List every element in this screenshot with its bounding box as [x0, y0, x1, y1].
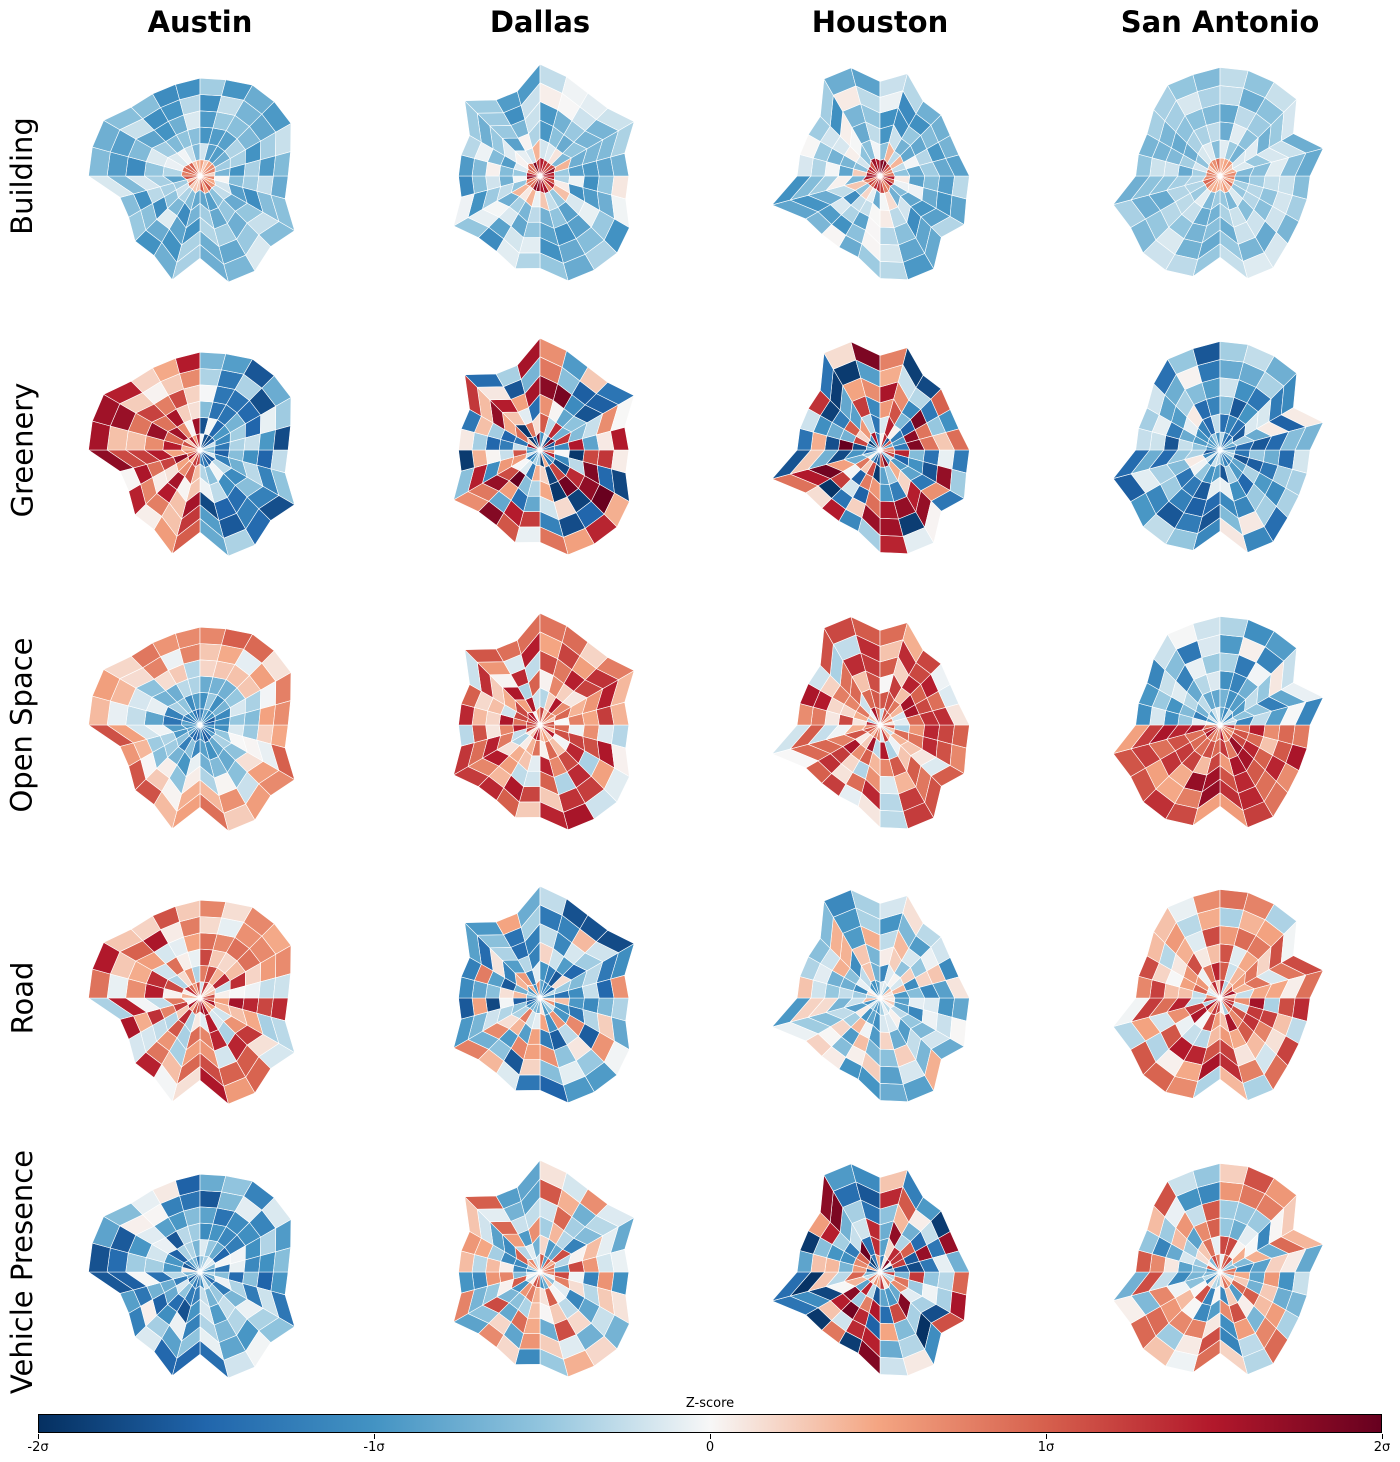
region [88, 968, 111, 999]
region [88, 1242, 111, 1273]
colorbar-tick-mark [1046, 1434, 1047, 1439]
region [1135, 1249, 1153, 1273]
region [945, 976, 970, 999]
region [1135, 427, 1153, 451]
region [945, 703, 970, 726]
map-dallas-building [415, 51, 665, 301]
region [1135, 975, 1153, 999]
region [1294, 421, 1324, 451]
region [879, 810, 909, 830]
region [471, 175, 488, 194]
map-austin-greenery [75, 325, 325, 575]
region [458, 997, 475, 1020]
region [879, 261, 909, 281]
colorbar-tick-mark [374, 1434, 375, 1439]
colorbar-tick-label: 0 [705, 1440, 715, 1455]
region [458, 449, 475, 472]
feature-label-road: Road [5, 961, 39, 1035]
region [951, 724, 970, 749]
region [610, 152, 630, 177]
map-san-antonio-open-space [1095, 600, 1345, 850]
map-austin-vehicle-presence [75, 1147, 325, 1397]
feature-label-building: Building [5, 117, 39, 235]
city-title-san-antonio: San Antonio [1120, 5, 1320, 39]
map-san-antonio-building [1095, 51, 1345, 301]
region [273, 700, 291, 726]
region [458, 175, 475, 198]
map-dallas-vehicle-presence [415, 1147, 665, 1397]
map-houston-building [755, 51, 1005, 301]
region [945, 428, 970, 451]
colorbar [38, 1414, 1382, 1433]
map-san-antonio-road [1095, 873, 1345, 1123]
region [945, 154, 970, 177]
region [458, 724, 475, 747]
map-austin-road [75, 873, 325, 1123]
region [879, 1083, 909, 1103]
region [1294, 1243, 1324, 1273]
map-san-antonio-greenery [1095, 325, 1345, 575]
region [471, 449, 488, 468]
region [1294, 969, 1324, 999]
map-austin-open-space [75, 600, 325, 850]
region [951, 997, 970, 1022]
region [1135, 153, 1153, 177]
colorbar-tick-label: 2σ [1373, 1440, 1391, 1455]
colorbar-tick-mark [1382, 1434, 1383, 1439]
region [951, 175, 970, 200]
region [1135, 702, 1153, 726]
colorbar-tick-label: 1σ [1037, 1440, 1055, 1455]
region [610, 701, 630, 726]
region [1219, 67, 1249, 89]
colorbar-tick-label: -2σ [27, 1440, 49, 1455]
region [88, 695, 111, 726]
region [610, 1248, 630, 1273]
city-title-dallas: Dallas [489, 5, 591, 39]
colorbar-tick-mark [38, 1434, 39, 1439]
region [471, 724, 488, 743]
region [951, 1271, 970, 1296]
colorbar-title: Z-score [685, 1396, 735, 1411]
region [1219, 616, 1249, 638]
region [273, 151, 291, 177]
map-houston-road [755, 873, 1005, 1123]
region [610, 426, 630, 451]
map-dallas-road [415, 873, 665, 1123]
region [879, 535, 909, 555]
map-dallas-open-space [415, 600, 665, 850]
region [951, 449, 970, 474]
map-san-antonio-vehicle-presence [1095, 1147, 1345, 1397]
region [458, 1271, 475, 1294]
region [273, 1247, 291, 1273]
colorbar-tick-label: -1σ [363, 1440, 385, 1455]
map-houston-greenery [755, 325, 1005, 575]
region [1294, 147, 1324, 177]
region [88, 146, 111, 177]
region [879, 1357, 909, 1377]
map-houston-open-space [755, 600, 1005, 850]
city-title-houston: Houston [811, 5, 949, 39]
city-title-austin: Austin [147, 5, 253, 39]
feature-label-greenery: Greenery [5, 382, 39, 518]
region [1219, 889, 1249, 911]
region [273, 973, 291, 999]
region [471, 997, 488, 1016]
region [610, 974, 630, 999]
region [1219, 341, 1249, 363]
region [273, 425, 291, 451]
feature-label-open-space: Open Space [5, 637, 39, 813]
map-dallas-greenery [415, 325, 665, 575]
region [1294, 696, 1324, 726]
region [945, 1250, 970, 1273]
region [88, 420, 111, 451]
map-austin-building [75, 51, 325, 301]
feature-label-vehicle-presence: Vehicle Presence [5, 1149, 39, 1395]
region [1219, 1163, 1249, 1185]
colorbar-tick-mark [710, 1434, 711, 1439]
map-houston-vehicle-presence [755, 1147, 1005, 1397]
region [471, 1271, 488, 1290]
